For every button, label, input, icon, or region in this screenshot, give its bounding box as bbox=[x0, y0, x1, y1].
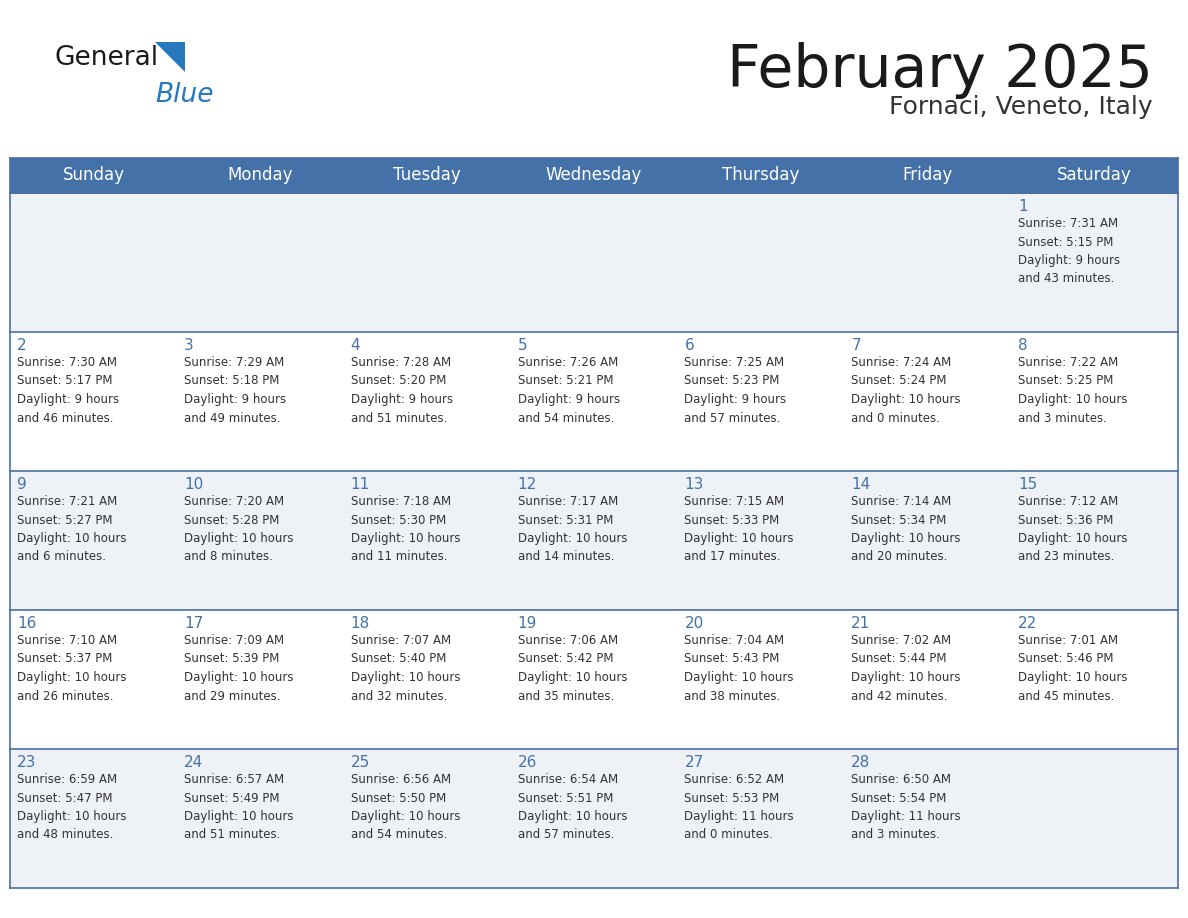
Text: 13: 13 bbox=[684, 477, 703, 492]
Text: 17: 17 bbox=[184, 616, 203, 631]
Text: Sunrise: 7:25 AM
Sunset: 5:23 PM
Daylight: 9 hours
and 57 minutes.: Sunrise: 7:25 AM Sunset: 5:23 PM Dayligh… bbox=[684, 356, 786, 424]
Text: Sunrise: 6:57 AM
Sunset: 5:49 PM
Daylight: 10 hours
and 51 minutes.: Sunrise: 6:57 AM Sunset: 5:49 PM Dayligh… bbox=[184, 773, 293, 842]
Text: Sunrise: 7:24 AM
Sunset: 5:24 PM
Daylight: 10 hours
and 0 minutes.: Sunrise: 7:24 AM Sunset: 5:24 PM Dayligh… bbox=[852, 356, 961, 424]
Text: Sunrise: 6:50 AM
Sunset: 5:54 PM
Daylight: 11 hours
and 3 minutes.: Sunrise: 6:50 AM Sunset: 5:54 PM Dayligh… bbox=[852, 773, 961, 842]
Text: 3: 3 bbox=[184, 338, 194, 353]
Text: Friday: Friday bbox=[903, 166, 953, 185]
Bar bbox=[10, 193, 1178, 332]
Text: 6: 6 bbox=[684, 338, 694, 353]
Text: 15: 15 bbox=[1018, 477, 1037, 492]
Text: 16: 16 bbox=[17, 616, 37, 631]
Text: Sunrise: 7:17 AM
Sunset: 5:31 PM
Daylight: 10 hours
and 14 minutes.: Sunrise: 7:17 AM Sunset: 5:31 PM Dayligh… bbox=[518, 495, 627, 564]
Text: Sunrise: 7:29 AM
Sunset: 5:18 PM
Daylight: 9 hours
and 49 minutes.: Sunrise: 7:29 AM Sunset: 5:18 PM Dayligh… bbox=[184, 356, 286, 424]
Text: 9: 9 bbox=[17, 477, 27, 492]
Text: Sunrise: 6:54 AM
Sunset: 5:51 PM
Daylight: 10 hours
and 57 minutes.: Sunrise: 6:54 AM Sunset: 5:51 PM Dayligh… bbox=[518, 773, 627, 842]
Text: 1: 1 bbox=[1018, 199, 1028, 214]
Text: Sunrise: 7:18 AM
Sunset: 5:30 PM
Daylight: 10 hours
and 11 minutes.: Sunrise: 7:18 AM Sunset: 5:30 PM Dayligh… bbox=[350, 495, 460, 564]
Text: 5: 5 bbox=[518, 338, 527, 353]
Text: Sunrise: 6:52 AM
Sunset: 5:53 PM
Daylight: 11 hours
and 0 minutes.: Sunrise: 6:52 AM Sunset: 5:53 PM Dayligh… bbox=[684, 773, 794, 842]
Text: Blue: Blue bbox=[154, 82, 214, 108]
Text: Sunrise: 7:01 AM
Sunset: 5:46 PM
Daylight: 10 hours
and 45 minutes.: Sunrise: 7:01 AM Sunset: 5:46 PM Dayligh… bbox=[1018, 634, 1127, 702]
Text: Sunrise: 7:02 AM
Sunset: 5:44 PM
Daylight: 10 hours
and 42 minutes.: Sunrise: 7:02 AM Sunset: 5:44 PM Dayligh… bbox=[852, 634, 961, 702]
Text: Sunrise: 7:12 AM
Sunset: 5:36 PM
Daylight: 10 hours
and 23 minutes.: Sunrise: 7:12 AM Sunset: 5:36 PM Dayligh… bbox=[1018, 495, 1127, 564]
Bar bbox=[10, 158, 1178, 193]
Polygon shape bbox=[154, 42, 185, 72]
Text: Thursday: Thursday bbox=[722, 166, 800, 185]
Text: 19: 19 bbox=[518, 616, 537, 631]
Text: 24: 24 bbox=[184, 755, 203, 770]
Text: 14: 14 bbox=[852, 477, 871, 492]
Text: 10: 10 bbox=[184, 477, 203, 492]
Text: 2: 2 bbox=[17, 338, 26, 353]
Text: February 2025: February 2025 bbox=[727, 42, 1154, 99]
Text: Wednesday: Wednesday bbox=[545, 166, 643, 185]
Text: 12: 12 bbox=[518, 477, 537, 492]
Text: 27: 27 bbox=[684, 755, 703, 770]
Text: Sunrise: 7:30 AM
Sunset: 5:17 PM
Daylight: 9 hours
and 46 minutes.: Sunrise: 7:30 AM Sunset: 5:17 PM Dayligh… bbox=[17, 356, 119, 424]
Text: Monday: Monday bbox=[228, 166, 293, 185]
Text: Sunrise: 7:26 AM
Sunset: 5:21 PM
Daylight: 9 hours
and 54 minutes.: Sunrise: 7:26 AM Sunset: 5:21 PM Dayligh… bbox=[518, 356, 620, 424]
Text: 22: 22 bbox=[1018, 616, 1037, 631]
Text: Sunrise: 6:59 AM
Sunset: 5:47 PM
Daylight: 10 hours
and 48 minutes.: Sunrise: 6:59 AM Sunset: 5:47 PM Dayligh… bbox=[17, 773, 126, 842]
Text: Sunrise: 6:56 AM
Sunset: 5:50 PM
Daylight: 10 hours
and 54 minutes.: Sunrise: 6:56 AM Sunset: 5:50 PM Dayligh… bbox=[350, 773, 460, 842]
Bar bbox=[10, 332, 1178, 471]
Text: 4: 4 bbox=[350, 338, 360, 353]
Text: Sunrise: 7:04 AM
Sunset: 5:43 PM
Daylight: 10 hours
and 38 minutes.: Sunrise: 7:04 AM Sunset: 5:43 PM Dayligh… bbox=[684, 634, 794, 702]
Text: Sunrise: 7:07 AM
Sunset: 5:40 PM
Daylight: 10 hours
and 32 minutes.: Sunrise: 7:07 AM Sunset: 5:40 PM Dayligh… bbox=[350, 634, 460, 702]
Text: Saturday: Saturday bbox=[1057, 166, 1132, 185]
Text: Fornaci, Veneto, Italy: Fornaci, Veneto, Italy bbox=[890, 95, 1154, 119]
Text: 18: 18 bbox=[350, 616, 369, 631]
Text: Sunrise: 7:10 AM
Sunset: 5:37 PM
Daylight: 10 hours
and 26 minutes.: Sunrise: 7:10 AM Sunset: 5:37 PM Dayligh… bbox=[17, 634, 126, 702]
Text: Sunrise: 7:31 AM
Sunset: 5:15 PM
Daylight: 9 hours
and 43 minutes.: Sunrise: 7:31 AM Sunset: 5:15 PM Dayligh… bbox=[1018, 217, 1120, 285]
Text: 8: 8 bbox=[1018, 338, 1028, 353]
Text: 11: 11 bbox=[350, 477, 369, 492]
Text: 28: 28 bbox=[852, 755, 871, 770]
Text: Sunrise: 7:20 AM
Sunset: 5:28 PM
Daylight: 10 hours
and 8 minutes.: Sunrise: 7:20 AM Sunset: 5:28 PM Dayligh… bbox=[184, 495, 293, 564]
Text: Sunrise: 7:22 AM
Sunset: 5:25 PM
Daylight: 10 hours
and 3 minutes.: Sunrise: 7:22 AM Sunset: 5:25 PM Dayligh… bbox=[1018, 356, 1127, 424]
Bar bbox=[10, 749, 1178, 888]
Text: Sunrise: 7:09 AM
Sunset: 5:39 PM
Daylight: 10 hours
and 29 minutes.: Sunrise: 7:09 AM Sunset: 5:39 PM Dayligh… bbox=[184, 634, 293, 702]
Text: General: General bbox=[55, 45, 159, 71]
Text: Sunrise: 7:06 AM
Sunset: 5:42 PM
Daylight: 10 hours
and 35 minutes.: Sunrise: 7:06 AM Sunset: 5:42 PM Dayligh… bbox=[518, 634, 627, 702]
Bar bbox=[10, 471, 1178, 610]
Text: 23: 23 bbox=[17, 755, 37, 770]
Text: Sunrise: 7:28 AM
Sunset: 5:20 PM
Daylight: 9 hours
and 51 minutes.: Sunrise: 7:28 AM Sunset: 5:20 PM Dayligh… bbox=[350, 356, 453, 424]
Text: 20: 20 bbox=[684, 616, 703, 631]
Text: 26: 26 bbox=[518, 755, 537, 770]
Text: 7: 7 bbox=[852, 338, 861, 353]
Text: Sunrise: 7:21 AM
Sunset: 5:27 PM
Daylight: 10 hours
and 6 minutes.: Sunrise: 7:21 AM Sunset: 5:27 PM Dayligh… bbox=[17, 495, 126, 564]
Bar bbox=[10, 610, 1178, 749]
Text: 25: 25 bbox=[350, 755, 369, 770]
Text: Sunrise: 7:15 AM
Sunset: 5:33 PM
Daylight: 10 hours
and 17 minutes.: Sunrise: 7:15 AM Sunset: 5:33 PM Dayligh… bbox=[684, 495, 794, 564]
Text: Sunday: Sunday bbox=[63, 166, 125, 185]
Text: Sunrise: 7:14 AM
Sunset: 5:34 PM
Daylight: 10 hours
and 20 minutes.: Sunrise: 7:14 AM Sunset: 5:34 PM Dayligh… bbox=[852, 495, 961, 564]
Text: 21: 21 bbox=[852, 616, 871, 631]
Text: Tuesday: Tuesday bbox=[393, 166, 461, 185]
